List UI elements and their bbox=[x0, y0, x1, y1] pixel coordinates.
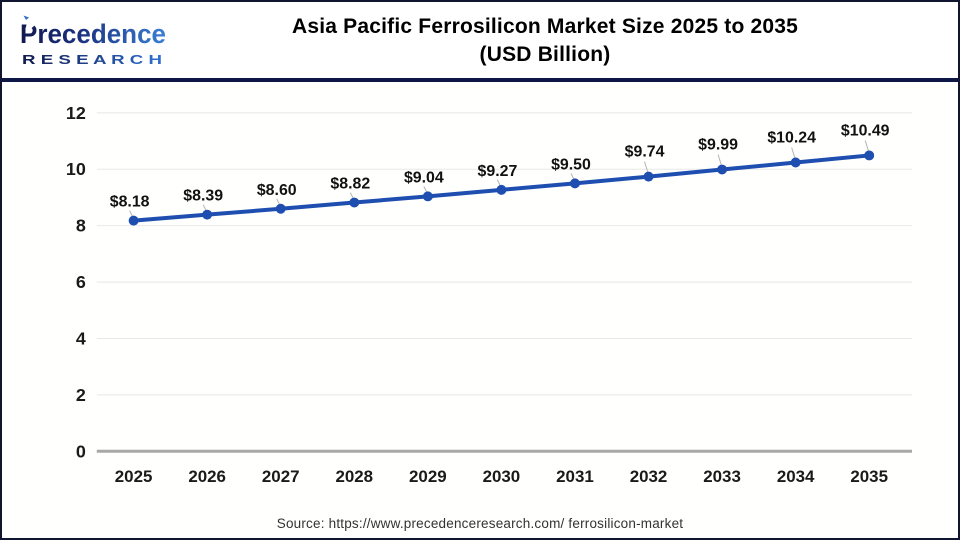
data-point bbox=[349, 197, 360, 208]
line-chart: 0 2 4 6 8 10 12 2025 2026 2027 2028 2029 2030 2031 203… bbox=[66, 103, 912, 486]
x-tick-label: 2028 bbox=[335, 467, 373, 486]
logo-leaf-tip-icon bbox=[23, 15, 29, 20]
data-label: $9.74 bbox=[625, 144, 665, 161]
y-tick-label: 6 bbox=[76, 272, 86, 292]
x-tick-label: 2035 bbox=[850, 467, 888, 486]
x-tick-label: 2026 bbox=[188, 467, 226, 486]
logo-leaf-icon bbox=[25, 18, 37, 30]
y-tick-label: 0 bbox=[76, 441, 86, 461]
y-tick-label: 8 bbox=[76, 216, 86, 236]
data-label: $9.27 bbox=[478, 163, 518, 180]
data-point bbox=[275, 203, 286, 214]
chart-area: 0 2 4 6 8 10 12 2025 2026 2027 2028 2029 2030 2031 203… bbox=[2, 82, 958, 538]
y-tick-label: 10 bbox=[66, 159, 86, 179]
header: Precedence R E S E A R C H Asia Pacific … bbox=[2, 2, 958, 78]
data-point bbox=[569, 178, 580, 189]
data-point bbox=[496, 184, 507, 195]
data-label: $9.50 bbox=[551, 156, 591, 173]
x-tick-label: 2030 bbox=[483, 467, 521, 486]
logo-wordmark: Precedence bbox=[20, 19, 166, 49]
logo-subtext: R E S E A R C H bbox=[22, 53, 162, 67]
x-tick-label: 2027 bbox=[262, 467, 300, 486]
data-point bbox=[202, 209, 213, 220]
data-point bbox=[643, 171, 654, 182]
data-point bbox=[128, 215, 139, 226]
chart-title-line2: (USD Billion) bbox=[479, 43, 611, 66]
data-label: $10.24 bbox=[767, 130, 816, 147]
x-tick-label: 2033 bbox=[703, 467, 741, 486]
x-tick-label: 2032 bbox=[630, 467, 668, 486]
data-label: $9.04 bbox=[404, 169, 444, 186]
y-tick-label: 12 bbox=[66, 103, 86, 123]
chart-title: Asia Pacific Ferrosilicon Market Size 20… bbox=[142, 13, 948, 69]
data-label: $8.39 bbox=[183, 188, 223, 205]
x-tick-label: 2025 bbox=[115, 467, 153, 486]
x-tick-label: 2029 bbox=[409, 467, 447, 486]
header-divider bbox=[2, 78, 958, 82]
data-label: $8.82 bbox=[330, 176, 370, 193]
source-attribution: Source: https://www.precedenceresearch.c… bbox=[276, 516, 684, 531]
data-label: $8.60 bbox=[257, 182, 297, 199]
chart-title-line1: Asia Pacific Ferrosilicon Market Size 20… bbox=[291, 15, 799, 38]
data-label: $8.18 bbox=[110, 194, 150, 211]
data-point bbox=[422, 191, 433, 202]
data-point bbox=[864, 150, 875, 161]
data-point bbox=[717, 164, 728, 175]
data-label: $9.99 bbox=[698, 137, 738, 154]
x-tick-label: 2031 bbox=[556, 467, 594, 486]
precedence-research-logo: Precedence R E S E A R C H bbox=[20, 15, 166, 67]
y-tick-label: 4 bbox=[76, 328, 86, 348]
y-tick-label: 2 bbox=[76, 385, 86, 405]
data-label: $10.49 bbox=[841, 123, 890, 140]
data-point bbox=[790, 157, 801, 168]
x-tick-label: 2034 bbox=[777, 467, 815, 486]
